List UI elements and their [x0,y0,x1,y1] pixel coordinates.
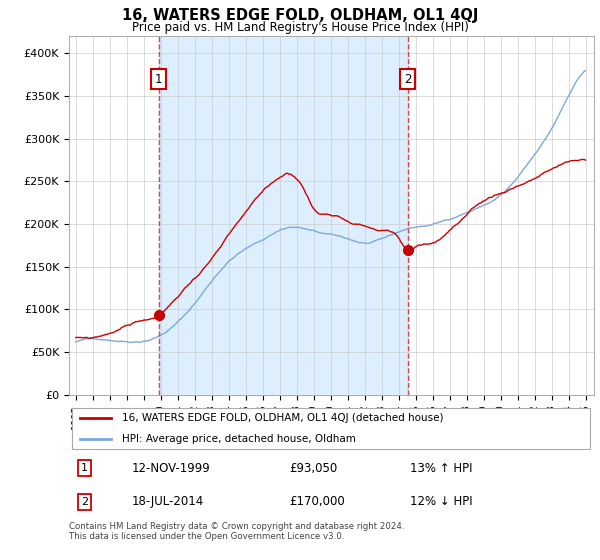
Text: 1: 1 [155,73,162,86]
Text: 1: 1 [81,463,88,473]
Text: Contains HM Land Registry data © Crown copyright and database right 2024.
This d: Contains HM Land Registry data © Crown c… [69,522,404,542]
Text: 2: 2 [404,73,412,86]
Text: £170,000: £170,000 [290,496,345,508]
Text: £93,050: £93,050 [290,462,338,475]
FancyBboxPatch shape [71,408,590,449]
Text: 16, WATERS EDGE FOLD, OLDHAM, OL1 4QJ: 16, WATERS EDGE FOLD, OLDHAM, OL1 4QJ [122,8,478,24]
Text: 13% ↑ HPI: 13% ↑ HPI [410,462,473,475]
Text: 12-NOV-1999: 12-NOV-1999 [132,462,211,475]
Text: 18-JUL-2014: 18-JUL-2014 [132,496,204,508]
Text: HPI: Average price, detached house, Oldham: HPI: Average price, detached house, Oldh… [121,433,355,444]
Text: Price paid vs. HM Land Registry's House Price Index (HPI): Price paid vs. HM Land Registry's House … [131,21,469,34]
Text: 2: 2 [81,497,88,507]
Text: 16, WATERS EDGE FOLD, OLDHAM, OL1 4QJ (detached house): 16, WATERS EDGE FOLD, OLDHAM, OL1 4QJ (d… [121,413,443,423]
Text: 12% ↓ HPI: 12% ↓ HPI [410,496,473,508]
Bar [158,36,408,395]
